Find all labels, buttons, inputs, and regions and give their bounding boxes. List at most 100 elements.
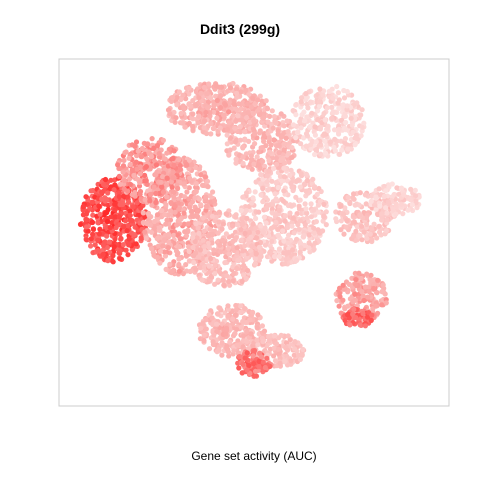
data-point <box>178 110 184 117</box>
data-point <box>162 253 169 259</box>
data-point <box>232 125 238 131</box>
data-point <box>122 178 128 184</box>
data-point <box>336 303 342 309</box>
data-point <box>256 209 262 215</box>
data-point <box>303 91 309 97</box>
data-point <box>367 276 373 283</box>
data-point <box>215 230 221 236</box>
data-point <box>200 215 206 221</box>
data-point <box>209 213 215 219</box>
data-point <box>145 211 151 217</box>
data-point <box>231 101 237 107</box>
data-point <box>100 251 106 257</box>
data-point <box>293 135 299 141</box>
data-point <box>131 172 137 179</box>
data-point <box>170 267 176 274</box>
data-point <box>333 216 339 222</box>
data-point <box>362 192 368 198</box>
data-point <box>282 218 288 224</box>
data-point <box>90 187 96 194</box>
data-point <box>154 254 161 260</box>
data-point <box>217 125 223 131</box>
data-point <box>164 194 170 200</box>
data-point <box>288 358 294 364</box>
data-point <box>225 349 231 355</box>
data-point <box>232 229 239 235</box>
data-point <box>234 137 240 143</box>
data-point <box>359 237 365 243</box>
data-point <box>233 235 239 241</box>
data-point <box>222 260 228 266</box>
data-point <box>202 118 208 124</box>
data-point <box>186 185 192 191</box>
data-point <box>110 252 116 259</box>
data-point <box>121 193 127 199</box>
data-point <box>353 315 359 321</box>
data-point <box>242 355 248 361</box>
data-point <box>181 106 187 112</box>
data-point <box>151 145 157 151</box>
data-point <box>204 91 210 97</box>
data-point <box>296 226 302 232</box>
data-point <box>258 102 264 108</box>
data-point <box>224 141 230 147</box>
data-point <box>251 361 257 367</box>
data-point <box>196 254 202 260</box>
data-point <box>200 320 206 326</box>
data-point <box>221 112 227 118</box>
data-point <box>350 311 356 317</box>
data-point <box>133 139 140 145</box>
data-point <box>219 226 225 232</box>
data-point <box>285 224 291 231</box>
data-point <box>182 229 188 235</box>
data-point <box>304 178 310 184</box>
data-point <box>126 241 132 248</box>
data-point <box>224 273 230 279</box>
data-point <box>205 184 211 190</box>
data-point <box>160 137 166 143</box>
data-point <box>352 281 359 287</box>
data-point <box>252 256 258 262</box>
data-point <box>123 218 129 224</box>
data-point <box>368 317 374 323</box>
data-point <box>280 228 286 234</box>
data-point <box>190 244 196 251</box>
data-point <box>170 175 176 181</box>
data-point <box>233 214 239 220</box>
data-point <box>290 122 297 128</box>
data-point <box>383 188 389 194</box>
data-point <box>107 224 113 231</box>
data-point <box>297 356 303 362</box>
data-point <box>211 125 217 131</box>
data-point <box>160 174 166 180</box>
data-point <box>196 196 202 202</box>
data-point <box>180 120 186 126</box>
data-point <box>193 221 199 227</box>
data-point <box>289 154 295 160</box>
data-point <box>187 204 193 210</box>
data-point <box>337 285 343 291</box>
data-point <box>227 147 233 153</box>
data-point <box>266 135 272 141</box>
data-point <box>344 88 350 95</box>
data-point <box>311 225 317 231</box>
data-point <box>177 236 183 242</box>
data-point <box>172 119 178 125</box>
data-point <box>297 249 303 255</box>
data-point <box>313 219 319 225</box>
data-point <box>294 257 300 263</box>
data-point <box>271 114 277 120</box>
data-point <box>218 93 224 99</box>
data-point <box>297 119 303 125</box>
data-point <box>352 297 358 303</box>
data-point <box>164 217 170 223</box>
data-point <box>345 194 351 200</box>
data-point <box>348 142 354 148</box>
data-point <box>231 145 237 151</box>
data-point <box>203 317 209 323</box>
data-point <box>298 99 304 105</box>
data-point <box>297 197 303 203</box>
data-point <box>261 133 267 139</box>
data-point <box>281 141 287 147</box>
data-point <box>163 221 169 227</box>
